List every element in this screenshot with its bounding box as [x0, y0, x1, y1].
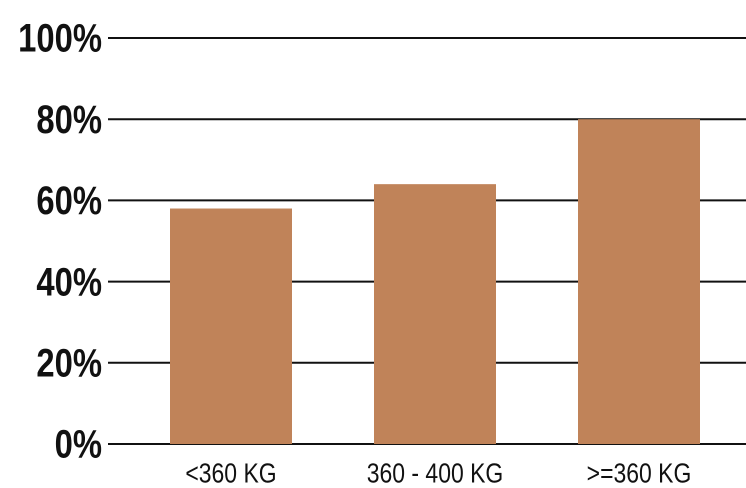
y-tick-label: 80%	[36, 97, 102, 142]
x-tick-label: 360 - 400 KG	[367, 459, 504, 488]
x-tick-label: >=360 KG	[587, 459, 692, 488]
y-axis-ticks: 0% 20% 40% 60% 80% 100%	[18, 16, 102, 467]
x-tick-label: <360 KG	[185, 459, 276, 488]
y-tick-label: 60%	[36, 178, 102, 223]
bar	[578, 119, 700, 444]
x-axis-ticks: <360 KG 360 - 400 KG >=360 KG	[185, 459, 691, 488]
bars	[170, 119, 700, 444]
y-tick-label: 100%	[18, 16, 102, 61]
bar	[170, 208, 292, 444]
y-tick-label: 20%	[36, 340, 102, 385]
y-tick-label: 0%	[55, 422, 102, 467]
bar	[374, 184, 496, 444]
y-tick-label: 40%	[36, 259, 102, 304]
